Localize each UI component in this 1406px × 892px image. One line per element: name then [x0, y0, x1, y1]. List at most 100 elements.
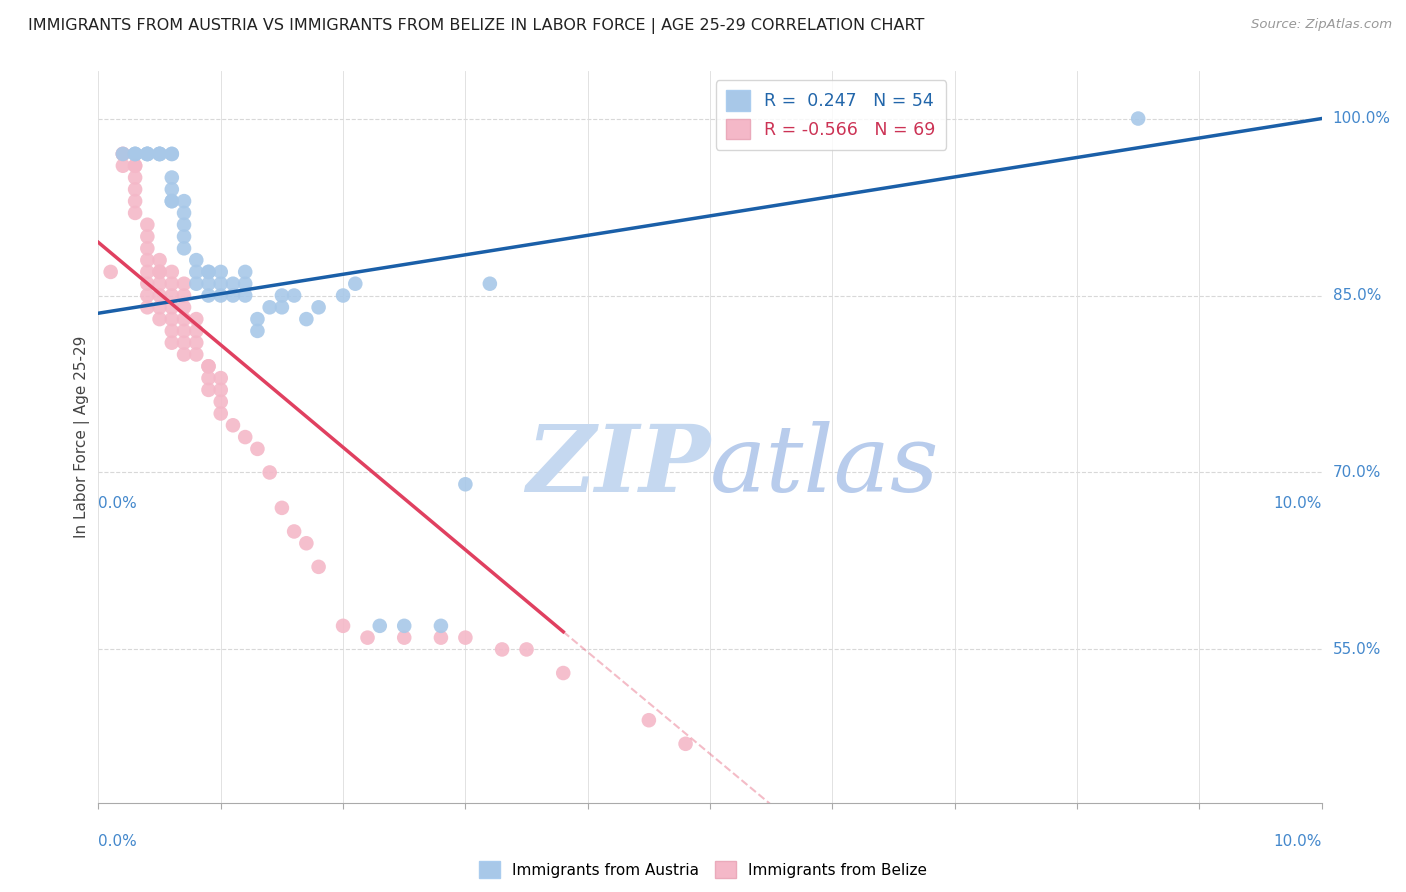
- Point: [270, 500, 292, 515]
- Point: [160, 324, 183, 338]
- Point: [111, 147, 134, 161]
- Point: [308, 301, 330, 315]
- Point: [124, 182, 146, 196]
- Point: [173, 347, 195, 361]
- Point: [111, 159, 134, 173]
- Point: [136, 147, 159, 161]
- Point: [149, 312, 172, 326]
- Point: [160, 170, 183, 185]
- Y-axis label: In Labor Force | Age 25-29: In Labor Force | Age 25-29: [75, 336, 90, 538]
- Point: [173, 312, 195, 326]
- Legend: R =  0.247   N = 54, R = -0.566   N = 69: R = 0.247 N = 54, R = -0.566 N = 69: [716, 80, 946, 150]
- Point: [149, 277, 172, 291]
- Text: atlas: atlas: [710, 421, 939, 511]
- Point: [149, 301, 172, 315]
- Point: [270, 301, 292, 315]
- Point: [368, 619, 391, 633]
- Point: [136, 301, 159, 315]
- Point: [197, 265, 219, 279]
- Point: [124, 206, 146, 220]
- Point: [186, 253, 208, 268]
- Point: [149, 147, 172, 161]
- Point: [173, 194, 195, 208]
- Text: 10.0%: 10.0%: [1274, 496, 1322, 510]
- Point: [197, 371, 219, 385]
- Point: [160, 335, 183, 350]
- Point: [173, 241, 195, 255]
- Point: [197, 383, 219, 397]
- Point: [259, 466, 281, 480]
- Point: [246, 324, 269, 338]
- Point: [149, 265, 172, 279]
- Text: 55.0%: 55.0%: [1333, 642, 1381, 657]
- Point: [160, 182, 183, 196]
- Point: [111, 147, 134, 161]
- Point: [160, 265, 183, 279]
- Point: [197, 359, 219, 374]
- Point: [186, 312, 208, 326]
- Point: [124, 170, 146, 185]
- Point: [209, 407, 232, 421]
- Point: [259, 301, 281, 315]
- Point: [160, 277, 183, 291]
- Point: [454, 631, 477, 645]
- Point: [136, 277, 159, 291]
- Point: [124, 147, 146, 161]
- Point: [637, 713, 661, 727]
- Text: 0.0%: 0.0%: [98, 834, 138, 849]
- Text: 85.0%: 85.0%: [1333, 288, 1381, 303]
- Point: [233, 430, 256, 444]
- Point: [136, 253, 159, 268]
- Point: [173, 301, 195, 315]
- Text: 0.0%: 0.0%: [98, 496, 138, 510]
- Point: [233, 265, 256, 279]
- Point: [100, 265, 122, 279]
- Point: [173, 288, 195, 302]
- Point: [173, 229, 195, 244]
- Point: [246, 312, 269, 326]
- Point: [478, 277, 501, 291]
- Point: [430, 631, 453, 645]
- Point: [124, 147, 146, 161]
- Point: [233, 288, 256, 302]
- Point: [186, 347, 208, 361]
- Text: 100.0%: 100.0%: [1333, 111, 1391, 126]
- Point: [392, 631, 416, 645]
- Point: [246, 442, 269, 456]
- Text: 10.0%: 10.0%: [1274, 834, 1322, 849]
- Point: [1128, 112, 1150, 126]
- Point: [160, 147, 183, 161]
- Point: [124, 194, 146, 208]
- Point: [222, 277, 245, 291]
- Point: [186, 277, 208, 291]
- Legend: Immigrants from Austria, Immigrants from Belize: Immigrants from Austria, Immigrants from…: [472, 855, 934, 884]
- Point: [222, 288, 245, 302]
- Point: [111, 147, 134, 161]
- Point: [136, 147, 159, 161]
- Point: [197, 265, 219, 279]
- Point: [136, 241, 159, 255]
- Point: [283, 524, 305, 539]
- Text: Source: ZipAtlas.com: Source: ZipAtlas.com: [1251, 18, 1392, 31]
- Point: [295, 536, 318, 550]
- Point: [332, 619, 354, 633]
- Point: [136, 147, 159, 161]
- Point: [197, 288, 219, 302]
- Point: [160, 194, 183, 208]
- Point: [430, 619, 453, 633]
- Point: [186, 324, 208, 338]
- Point: [197, 277, 219, 291]
- Point: [149, 147, 172, 161]
- Text: IMMIGRANTS FROM AUSTRIA VS IMMIGRANTS FROM BELIZE IN LABOR FORCE | AGE 25-29 COR: IMMIGRANTS FROM AUSTRIA VS IMMIGRANTS FR…: [28, 18, 925, 34]
- Point: [308, 559, 330, 574]
- Point: [149, 265, 172, 279]
- Point: [136, 229, 159, 244]
- Point: [197, 359, 219, 374]
- Text: 70.0%: 70.0%: [1333, 465, 1381, 480]
- Point: [491, 642, 513, 657]
- Point: [209, 288, 232, 302]
- Point: [332, 288, 354, 302]
- Point: [136, 265, 159, 279]
- Point: [222, 418, 245, 433]
- Point: [124, 159, 146, 173]
